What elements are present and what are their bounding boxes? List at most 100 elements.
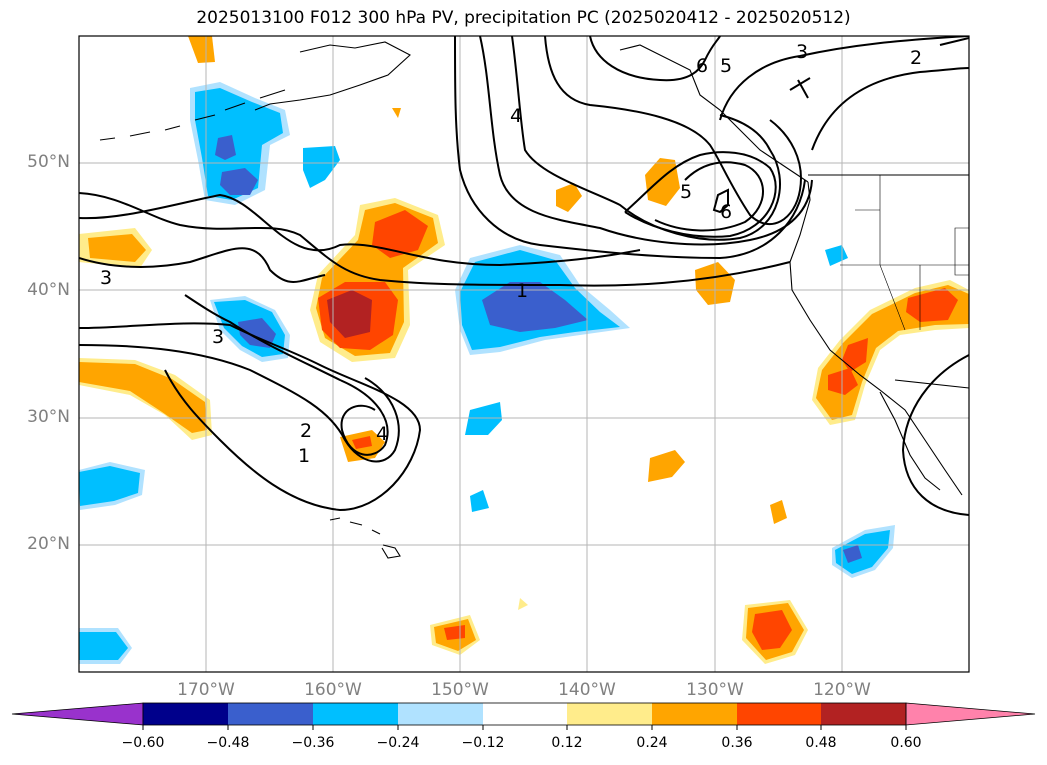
- pv-contour: [712, 188, 729, 214]
- map-gridlines: [79, 36, 969, 672]
- precip-negative-region: [195, 88, 283, 200]
- colorbar-tick-label: −0.36: [291, 735, 335, 751]
- colorbar-outline: [142, 702, 907, 726]
- pv-contour-label: 5: [680, 181, 692, 203]
- colorbar-extend-low: [11, 702, 144, 726]
- colorbar-tick-label: 0.60: [890, 735, 922, 751]
- colorbar-swatch: [567, 703, 652, 725]
- pv-contour: [79, 344, 400, 463]
- precip-positive-region: [188, 36, 215, 63]
- precip-positive-region: [828, 368, 858, 395]
- colorbar-tick-label: −0.12: [461, 735, 505, 751]
- lat-tick-label: 30°N: [27, 407, 70, 427]
- precip-negative-region: [303, 146, 340, 188]
- precip-positive-region: [648, 450, 685, 482]
- colorbar-tick-label: 0.24: [636, 735, 668, 751]
- baja-california: [879, 391, 941, 491]
- colorbar-tick-label: 0.12: [551, 735, 583, 751]
- pv-contour: [184, 294, 389, 456]
- pv-contour-label: 1: [298, 445, 310, 467]
- pv-contour: [511, 36, 781, 241]
- precip-positive-region: [88, 234, 146, 262]
- lon-tick-label: 130°W: [686, 680, 744, 700]
- pv-contour: [624, 151, 777, 238]
- pv-contour: [811, 67, 969, 151]
- alaska-coastline: [254, 41, 411, 111]
- pv-contour-label: 3: [796, 41, 808, 63]
- colorbar-extend-high: [905, 702, 1036, 726]
- map-frame: [78, 35, 970, 673]
- lon-tick-label: 140°W: [558, 680, 616, 700]
- lon-tick-label: 170°W: [177, 680, 235, 700]
- pv-contour: [479, 36, 813, 246]
- precip-positive-region: [556, 183, 582, 212]
- colorbar-swatch: [398, 703, 483, 725]
- precip-negative-region: [220, 168, 258, 195]
- lat-tick-label: 50°N: [27, 152, 70, 172]
- lat-tick-label: 20°N: [27, 534, 70, 554]
- lat-tick-label: 40°N: [27, 280, 70, 300]
- colorbar-swatch: [652, 703, 737, 725]
- precip-positive-region: [518, 598, 528, 610]
- pv-contour-label: 3: [212, 326, 224, 348]
- hawaiian-islands: [329, 517, 401, 559]
- colorbar-tick-label: 0.36: [721, 735, 753, 751]
- lon-tick-label: 160°W: [304, 680, 362, 700]
- us-state-borders: [840, 175, 969, 331]
- precip-negative-region: [79, 466, 140, 506]
- pv-contour: [79, 193, 641, 267]
- precip-negative-region: [843, 545, 862, 563]
- coastlines-layer: [99, 41, 969, 559]
- colorbar-swatch: [228, 703, 313, 725]
- pv-contour: [589, 36, 721, 82]
- lon-tick-label: 150°W: [431, 680, 489, 700]
- pv-contour-label: 6: [696, 55, 708, 77]
- pv-contour: [79, 322, 422, 512]
- north-america-coast: [789, 181, 963, 496]
- pv-contour: [79, 247, 326, 283]
- colorbar-tick-label: −0.60: [121, 735, 165, 751]
- pv-contour: [79, 192, 791, 287]
- colorbar-swatch: [143, 703, 228, 725]
- pv-contour: [454, 36, 806, 260]
- precip-negative-region: [825, 245, 848, 266]
- pv-contour-label: 6: [720, 201, 732, 223]
- pv-contour-label: 3: [100, 267, 112, 289]
- precip-negative-region: [482, 282, 588, 332]
- pv-contour-label: 2: [910, 47, 922, 69]
- precip-positive-region: [352, 436, 372, 449]
- precip-positive-region: [752, 610, 792, 650]
- colorbar: [11, 702, 1036, 730]
- pv-contour: [939, 37, 969, 46]
- pv-contour: [719, 36, 969, 121]
- pv-contour-label: 4: [510, 105, 522, 127]
- pv-contour-label: 5: [720, 55, 732, 77]
- colorbar-swatch: [821, 703, 906, 725]
- pv-contour-label: 2: [300, 420, 312, 442]
- pv-contours-layer: [79, 36, 969, 516]
- pv-contour: [789, 77, 811, 99]
- pv-contour: [544, 36, 802, 226]
- precip-positive-region: [327, 290, 372, 338]
- precip-positive-region: [392, 108, 401, 118]
- colorbar-swatch: [313, 703, 398, 725]
- pv-contour-label: 4: [376, 423, 388, 445]
- precip-positive-region: [372, 210, 428, 258]
- precip-negative-region: [470, 490, 489, 512]
- colorbar-tick-label: −0.24: [376, 735, 420, 751]
- precip-negative-region: [215, 135, 236, 160]
- colorbar-tick-label: −0.48: [206, 735, 250, 751]
- precip-positive-region: [645, 158, 680, 206]
- precip-negative-region: [79, 632, 128, 660]
- precip-shading-layer: [79, 36, 969, 664]
- pv-contour-labels: 1 1 2 3 3 4 4 5 5 6 6 3 2: [100, 41, 922, 467]
- colorbar-swatch: [737, 703, 821, 725]
- colorbar-tick-label: 0.48: [805, 735, 837, 751]
- precip-positive-region: [770, 500, 787, 524]
- precip-positive-region: [906, 288, 958, 322]
- precip-positive-region: [842, 338, 868, 372]
- aleutian-islands: [99, 89, 286, 141]
- pv-contour: [901, 354, 969, 516]
- pv-contour: [654, 161, 764, 232]
